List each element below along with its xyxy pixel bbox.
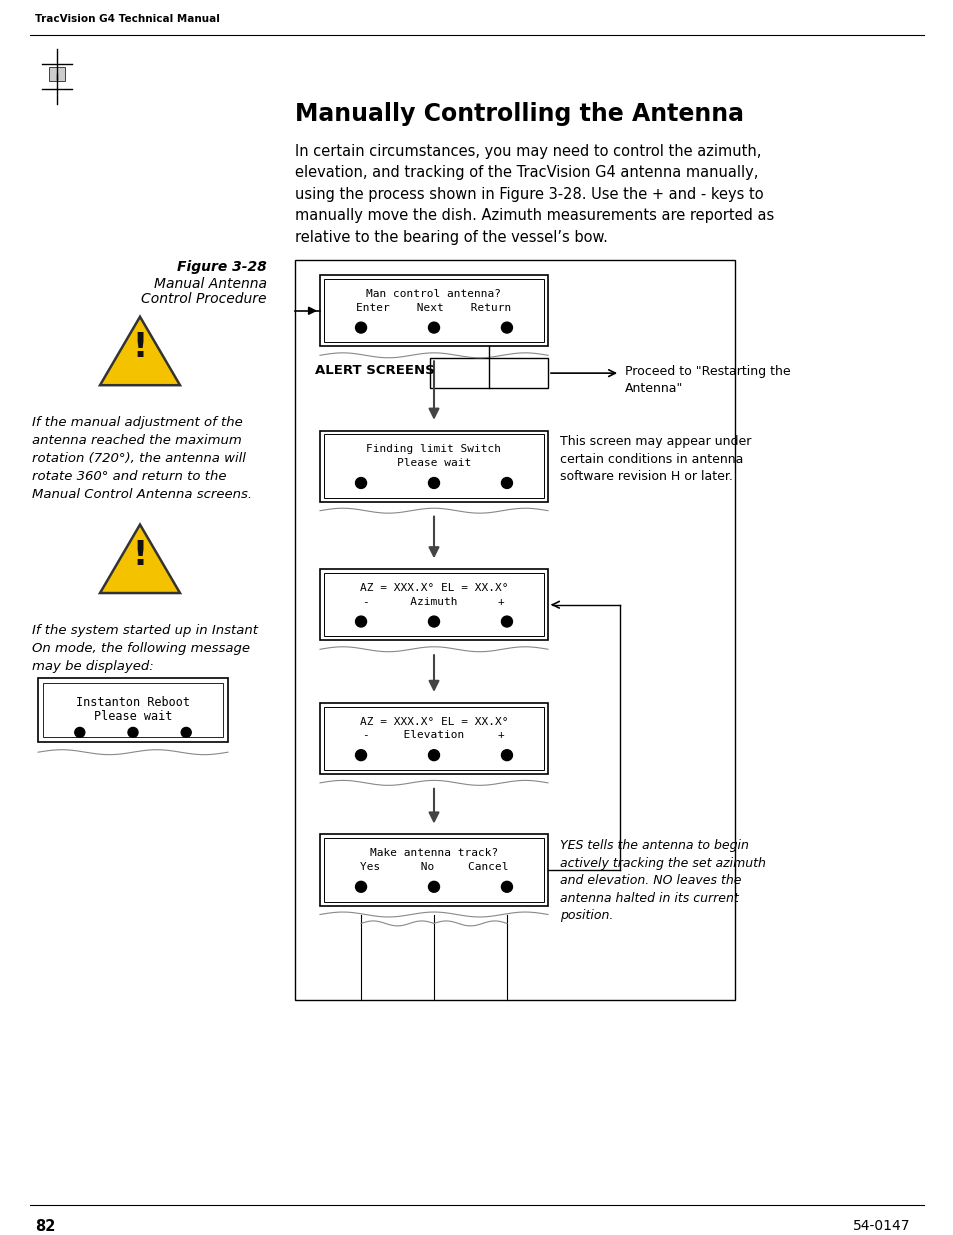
Text: 54-0147: 54-0147 (852, 1219, 909, 1234)
Text: Control Procedure: Control Procedure (141, 291, 267, 306)
Text: 82: 82 (35, 1219, 55, 1234)
Text: !: ! (132, 331, 148, 364)
Text: Manual Antenna: Manual Antenna (153, 277, 267, 291)
Circle shape (181, 727, 191, 737)
Circle shape (428, 478, 439, 488)
Bar (49, 67, 65, 82)
Bar (324, 435, 543, 498)
Polygon shape (100, 525, 180, 593)
Bar (38, 678, 228, 742)
Circle shape (501, 478, 512, 488)
Circle shape (501, 616, 512, 627)
Text: Manually Controlling the Antenna: Manually Controlling the Antenna (294, 103, 743, 126)
Text: Please wait: Please wait (396, 458, 471, 468)
Text: TracVision G4 Technical Manual: TracVision G4 Technical Manual (35, 14, 219, 23)
Circle shape (355, 616, 366, 627)
Text: ALERT SCREENS: ALERT SCREENS (314, 364, 435, 377)
Text: Man control antenna?: Man control antenna? (366, 289, 501, 299)
Text: Yes      No     Cancel: Yes No Cancel (359, 862, 508, 872)
Text: Please wait: Please wait (93, 710, 172, 722)
Circle shape (355, 322, 366, 333)
Bar (319, 703, 547, 774)
Bar (319, 569, 547, 641)
Text: Instanton Reboot: Instanton Reboot (76, 695, 190, 709)
Circle shape (355, 750, 366, 761)
Text: -      Azimuth      +: - Azimuth + (363, 597, 504, 606)
Circle shape (355, 882, 366, 892)
Text: AZ = XXX.X° EL = XX.X°: AZ = XXX.X° EL = XX.X° (359, 716, 508, 726)
Text: In certain circumstances, you may need to control the azimuth,
elevation, and tr: In certain circumstances, you may need t… (294, 143, 774, 245)
Bar (324, 573, 543, 636)
Text: AZ = XXX.X° EL = XX.X°: AZ = XXX.X° EL = XX.X° (359, 583, 508, 593)
Circle shape (501, 882, 512, 892)
Circle shape (128, 727, 138, 737)
Bar (43, 683, 223, 737)
Bar (294, 261, 734, 999)
Circle shape (428, 322, 439, 333)
Polygon shape (100, 316, 180, 385)
Text: Make antenna track?: Make antenna track? (370, 848, 497, 858)
Text: Proceed to "Restarting the
Antenna": Proceed to "Restarting the Antenna" (624, 366, 790, 395)
Text: Finding limit Switch: Finding limit Switch (366, 445, 501, 454)
Text: This screen may appear under
certain conditions in antenna
software revision H o: This screen may appear under certain con… (559, 436, 751, 483)
Text: If the system started up in Instant
On mode, the following message
may be displa: If the system started up in Instant On m… (32, 624, 257, 673)
Text: Enter    Next    Return: Enter Next Return (356, 303, 511, 312)
Circle shape (428, 882, 439, 892)
Text: Figure 3-28: Figure 3-28 (177, 261, 267, 274)
Bar (430, 358, 547, 388)
Text: YES tells the antenna to begin
actively tracking the set azimuth
and elevation. : YES tells the antenna to begin actively … (559, 840, 765, 923)
Circle shape (428, 616, 439, 627)
Bar (324, 839, 543, 902)
Circle shape (355, 478, 366, 488)
Text: -     Elevation     +: - Elevation + (363, 730, 504, 741)
Bar (319, 835, 547, 905)
Bar (324, 706, 543, 769)
Text: If the manual adjustment of the
antenna reached the maximum
rotation (720°), the: If the manual adjustment of the antenna … (32, 416, 252, 500)
Bar (324, 279, 543, 342)
Circle shape (74, 727, 85, 737)
Bar (319, 431, 547, 501)
Text: !: ! (132, 538, 148, 572)
Circle shape (501, 322, 512, 333)
Circle shape (501, 750, 512, 761)
Bar (319, 275, 547, 346)
Circle shape (428, 750, 439, 761)
